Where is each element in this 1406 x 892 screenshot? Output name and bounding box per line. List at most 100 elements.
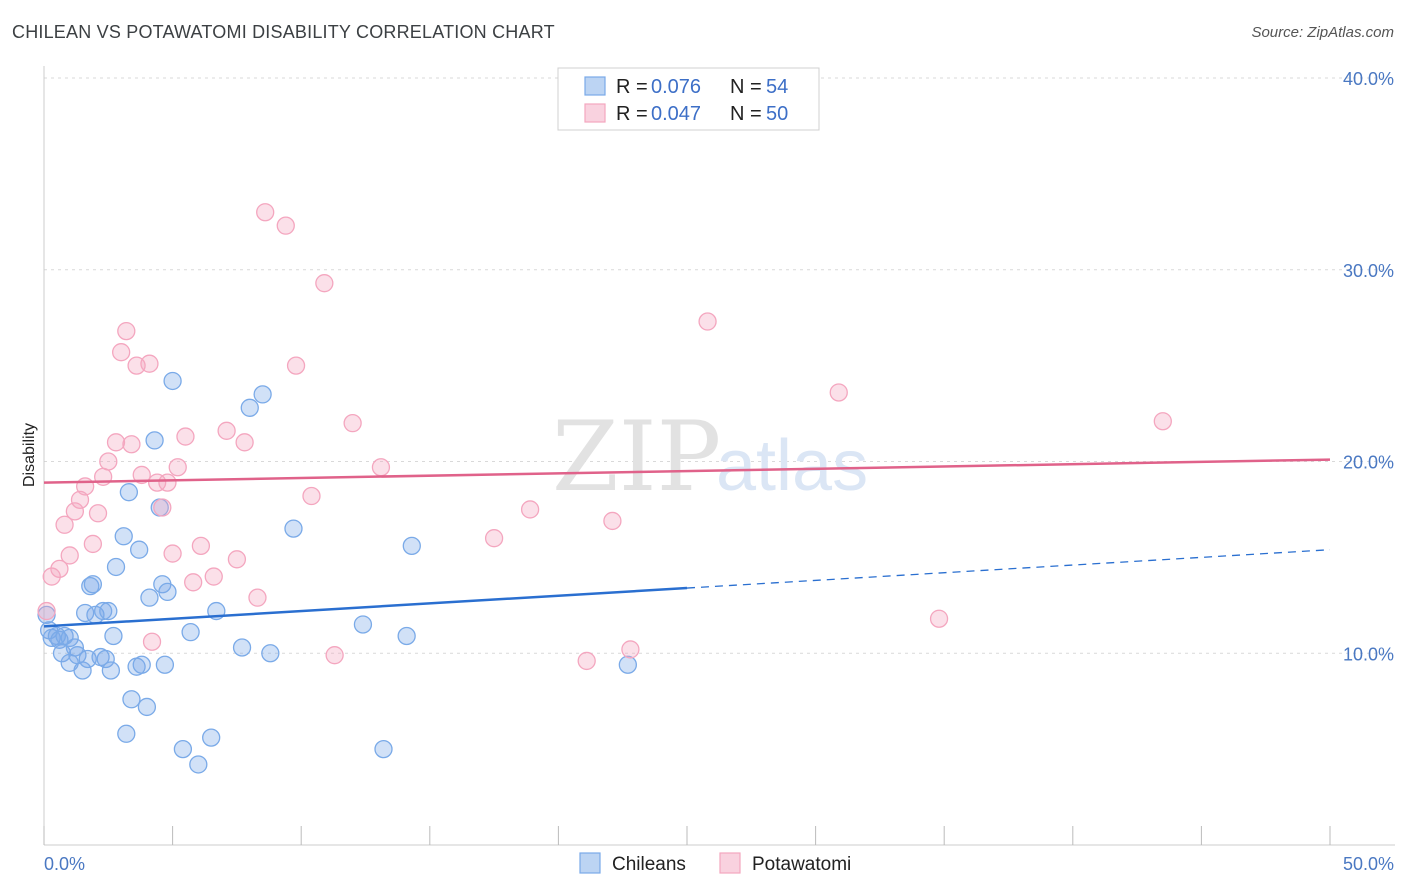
chilean-trend-line: [43, 586, 688, 628]
potawatomi-point: [42, 567, 61, 586]
chilean-point: [99, 601, 118, 621]
chilean-point: [101, 661, 121, 680]
x-tick-label: 0.0%: [44, 854, 85, 874]
potawatomi-point: [122, 435, 141, 454]
potawatomi-point: [60, 546, 79, 565]
potawatomi-point: [302, 486, 321, 506]
potawatomi-point: [106, 433, 126, 452]
legend-r-label: R =: [616, 76, 648, 98]
chilean-point: [202, 728, 221, 747]
chilean-point: [119, 483, 139, 502]
potawatomi-point: [256, 203, 275, 222]
y-tick-label: 30.0%: [1343, 261, 1394, 281]
potawatomi-point: [65, 502, 85, 521]
potawatomi-point: [829, 383, 848, 402]
potawatomi-point: [204, 567, 223, 586]
potawatomi-point: [217, 421, 236, 440]
potawatomi-point: [76, 477, 95, 496]
potawatomi-point: [1153, 412, 1172, 431]
potawatomi-point: [929, 609, 949, 628]
potawatomi-point: [153, 498, 172, 517]
chilean-point: [158, 582, 177, 602]
legend-r-label: R =: [616, 103, 648, 125]
potawatomi-point: [371, 458, 391, 477]
potawatomi-point: [315, 274, 334, 293]
y-tick-labels: 10.0% 20.0% 30.0% 40.0%: [1343, 69, 1394, 664]
chilean-point: [155, 655, 175, 674]
chilean-point: [117, 724, 136, 743]
y-tick-label: 40.0%: [1343, 69, 1394, 89]
bottom-legend-swatch-chileans: [579, 852, 601, 874]
potawatomi-point: [163, 544, 182, 563]
chilean-point: [96, 649, 115, 669]
chilean-point: [397, 626, 416, 646]
chilean-point: [173, 739, 193, 759]
potawatomi-point: [158, 473, 177, 492]
watermark: ZIP atlas: [552, 401, 868, 513]
chilean-point: [94, 601, 113, 621]
legend-swatch-chileans: [584, 76, 606, 96]
data-points: [37, 203, 1172, 774]
watermark-atlas: atlas: [716, 426, 868, 506]
chilean-point: [140, 588, 159, 607]
legend: R = 0.076 N = 54 R = 0.047 N = 50: [557, 67, 820, 131]
chilean-point: [60, 628, 79, 648]
chilean-point: [130, 540, 149, 559]
potawatomi-point: [142, 632, 162, 651]
potawatomi-point: [184, 573, 203, 592]
chilean-point: [132, 655, 151, 674]
chilean-point: [104, 626, 123, 646]
chart-title: CHILEAN VS POTAWATOMI DISABILITY CORRELA…: [12, 22, 555, 42]
y-axis-label: Disability: [21, 423, 38, 487]
legend-n-value: 54: [766, 76, 788, 98]
potawatomi-point: [83, 534, 103, 554]
watermark-zip: ZIP: [552, 401, 721, 513]
potawatomi-point: [520, 500, 540, 519]
potawatomi-point: [248, 588, 267, 607]
source-label: Source: ZipAtlas.com: [1251, 24, 1394, 41]
bottom-legend-label: Potawatomi: [752, 854, 851, 875]
potawatomi-point: [343, 413, 362, 433]
potawatomi-point: [603, 511, 622, 531]
chilean-point: [181, 623, 200, 642]
legend-r-value: 0.047: [651, 103, 701, 125]
chilean-point: [137, 697, 157, 717]
potawatomi-point: [88, 504, 108, 523]
potawatomi-point: [227, 550, 247, 569]
chilean-point: [261, 644, 280, 663]
axes: [43, 66, 1395, 846]
chilean-point: [374, 739, 393, 759]
chilean-trend-extension: [686, 549, 1331, 589]
grid-lines: [44, 77, 1395, 654]
chilean-point: [240, 398, 259, 417]
chilean-point: [81, 576, 100, 596]
potawatomi-point: [276, 216, 295, 235]
chilean-point: [122, 690, 141, 709]
x-tick-label: 50.0%: [1343, 854, 1394, 874]
y-tick-label: 20.0%: [1343, 453, 1394, 473]
potawatomi-point: [99, 452, 118, 471]
potawatomi-point: [577, 651, 596, 671]
potawatomi-point: [148, 473, 167, 492]
chilean-point: [253, 385, 272, 404]
potawatomi-point: [191, 536, 211, 556]
chilean-point: [618, 655, 637, 674]
potawatomi-point: [235, 433, 254, 452]
chilean-point: [189, 755, 208, 774]
trend-lines: [43, 458, 1331, 628]
chilean-point: [353, 615, 373, 634]
bottom-legend: Chileans Potawatomi: [579, 852, 851, 875]
potawatomi-point: [50, 559, 69, 579]
potawatomi-point: [325, 646, 344, 665]
potawatomi-point: [117, 321, 136, 341]
bottom-legend-label: Chileans: [612, 854, 686, 875]
potawatomi-point: [132, 465, 151, 485]
legend-swatch-potawatomi: [584, 103, 606, 123]
potawatomi-point: [698, 312, 717, 331]
potawatomi-point: [621, 640, 640, 659]
potawatomi-point: [286, 356, 306, 375]
potawatomi-trend-line: [43, 458, 1331, 484]
legend-r-value: 0.076: [651, 76, 701, 98]
bottom-legend-swatch-potawatomi: [719, 852, 741, 874]
